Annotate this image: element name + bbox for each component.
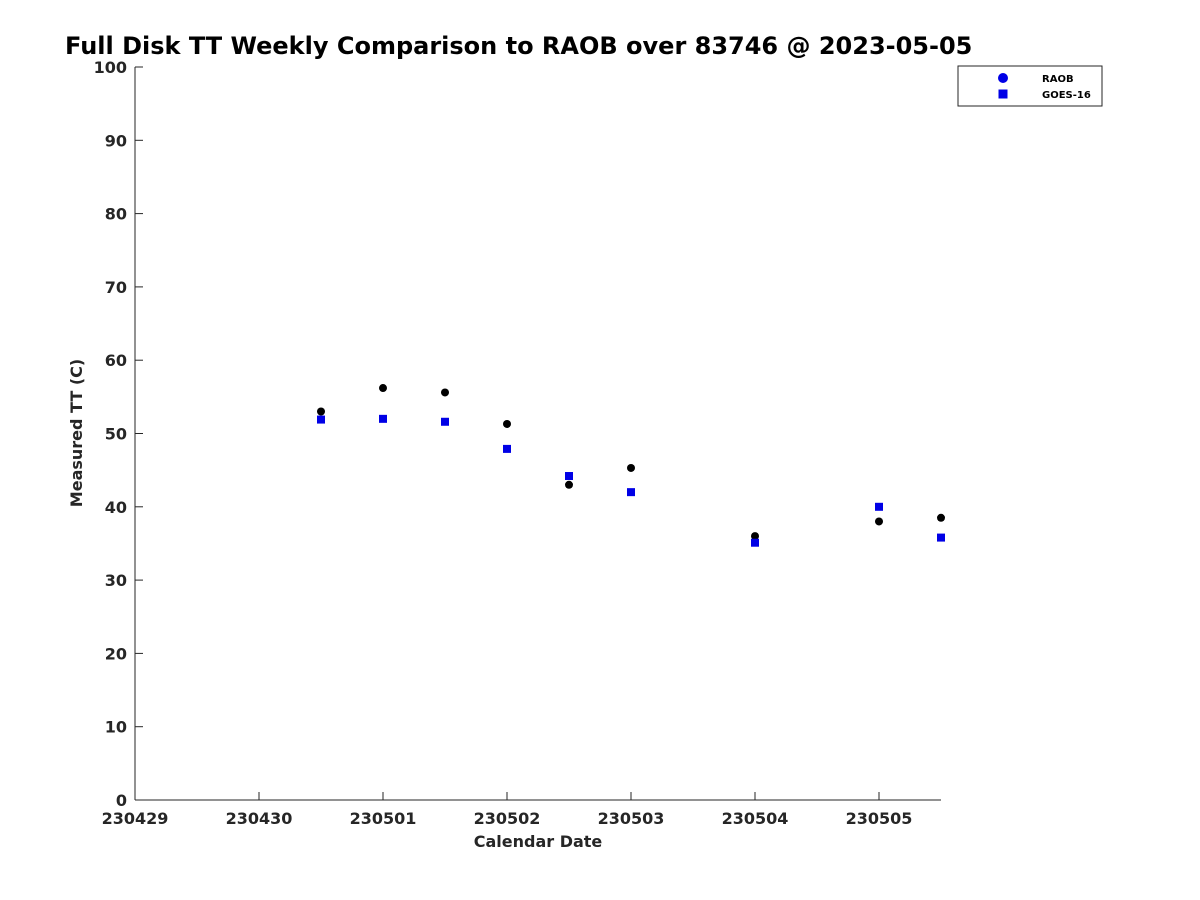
raob-point (627, 463, 635, 472)
series-raob (317, 384, 945, 541)
x-tick-label: 230502 (474, 809, 541, 828)
goes16-point (565, 472, 573, 481)
y-tick-label: 80 (105, 205, 127, 224)
x-tick-label: 230505 (846, 809, 913, 828)
goes16-point (441, 417, 449, 426)
x-axis-ticks: 230429 230430 230501 230502 230503 230504 2305… (102, 792, 913, 828)
goes16-point (875, 502, 883, 511)
y-axis-label: Measured TT (C) (67, 359, 86, 507)
legend-raob-marker (998, 73, 1008, 83)
x-tick-label: 230430 (226, 809, 293, 828)
y-tick-label: 90 (105, 131, 127, 150)
y-tick-label: 70 (105, 278, 127, 297)
raob-point (937, 513, 945, 522)
y-tick-label: 20 (105, 644, 127, 663)
legend-goes16-marker (998, 89, 1008, 99)
goes16-point (503, 444, 511, 453)
y-tick-label: 50 (105, 425, 127, 444)
legend-goes16-label: GOES-16 (1042, 90, 1091, 101)
raob-point (379, 384, 387, 393)
y-axis-ticks: 0 10 20 30 40 50 60 70 80 90 100 (94, 58, 143, 810)
legend-raob-label: RAOB (1042, 74, 1074, 85)
goes16-point (317, 415, 325, 424)
y-tick-label: 10 (105, 718, 127, 737)
y-tick-label: 0 (116, 791, 127, 810)
raob-point (751, 532, 759, 541)
y-tick-label: 30 (105, 571, 127, 590)
goes16-point (751, 538, 759, 547)
x-tick-label: 230501 (350, 809, 417, 828)
x-axis-label: Calendar Date (474, 832, 603, 851)
legend: RAOB GOES-16 (957, 65, 1103, 107)
goes16-point (937, 533, 945, 542)
x-tick-label: 230429 (102, 809, 169, 828)
raob-point (565, 480, 573, 489)
data-points (317, 384, 945, 547)
x-tick-label: 230504 (722, 809, 789, 828)
plot-axes (134, 67, 941, 801)
series-goes-16 (317, 414, 945, 547)
goes16-point (379, 414, 387, 423)
raob-point (317, 407, 325, 416)
y-tick-label: 60 (105, 351, 127, 370)
raob-point (441, 388, 449, 397)
goes16-point (627, 488, 635, 497)
chart-title: Full Disk TT Weekly Comparison to RAOB o… (65, 32, 972, 60)
raob-point (875, 517, 883, 526)
y-tick-label: 100 (94, 58, 127, 77)
y-tick-label: 40 (105, 498, 127, 517)
x-tick-label: 230503 (598, 809, 665, 828)
raob-point (503, 419, 511, 428)
legend-box (957, 65, 1103, 107)
